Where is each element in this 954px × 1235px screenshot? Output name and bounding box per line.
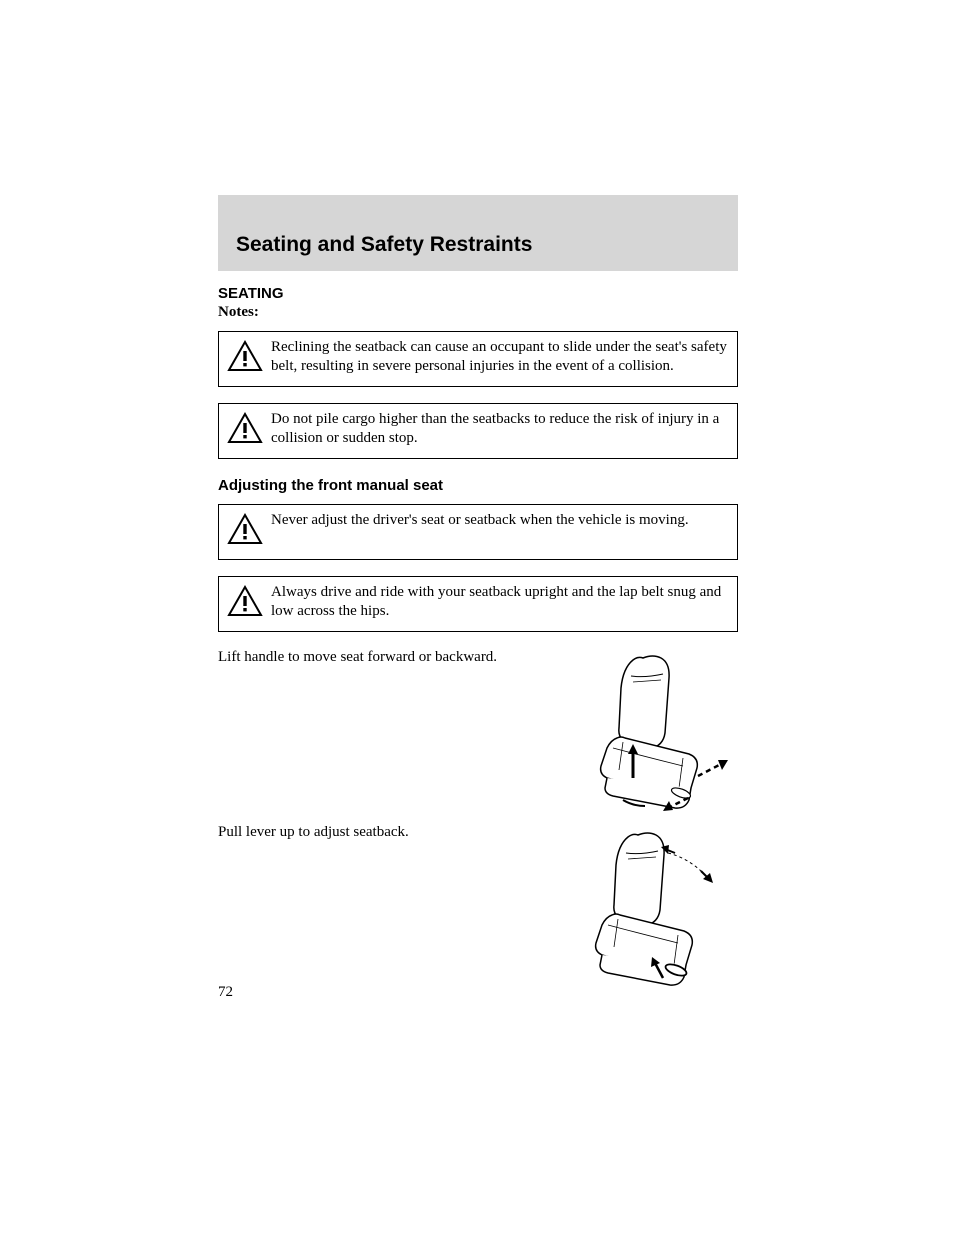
subsection-heading: Adjusting the front manual seat (218, 477, 738, 494)
seat-recline-diagram (563, 823, 738, 993)
instruction-row: Pull lever up to adjust seatback. (218, 823, 738, 993)
warning-triangle-icon (227, 585, 263, 617)
warning-text: Never adjust the driver's seat or seatba… (271, 512, 689, 528)
page-number: 72 (218, 984, 233, 1001)
warning-text: Do not pile cargo higher than the seatba… (271, 411, 719, 446)
warning-triangle-icon (227, 340, 263, 372)
warning-box: Do not pile cargo higher than the seatba… (218, 403, 738, 459)
page-content: Seating and Safety Restraints SEATING No… (218, 195, 738, 1003)
chapter-header: Seating and Safety Restraints (218, 195, 738, 271)
warning-box: Never adjust the driver's seat or seatba… (218, 504, 738, 560)
chapter-title: Seating and Safety Restraints (236, 233, 720, 257)
instruction-text: Lift handle to move seat forward or back… (218, 648, 573, 668)
seat-forward-back-diagram (573, 648, 738, 813)
warning-triangle-icon (227, 412, 263, 444)
section-heading: SEATING (218, 285, 738, 302)
instruction-text: Pull lever up to adjust seatback. (218, 823, 563, 843)
warning-text: Always drive and ride with your seatback… (271, 584, 721, 619)
warning-box: Reclining the seatback can cause an occu… (218, 331, 738, 387)
warning-box: Always drive and ride with your seatback… (218, 576, 738, 632)
instruction-row: Lift handle to move seat forward or back… (218, 648, 738, 813)
warning-text: Reclining the seatback can cause an occu… (271, 339, 727, 374)
warning-triangle-icon (227, 513, 263, 545)
notes-label: Notes: (218, 304, 738, 321)
